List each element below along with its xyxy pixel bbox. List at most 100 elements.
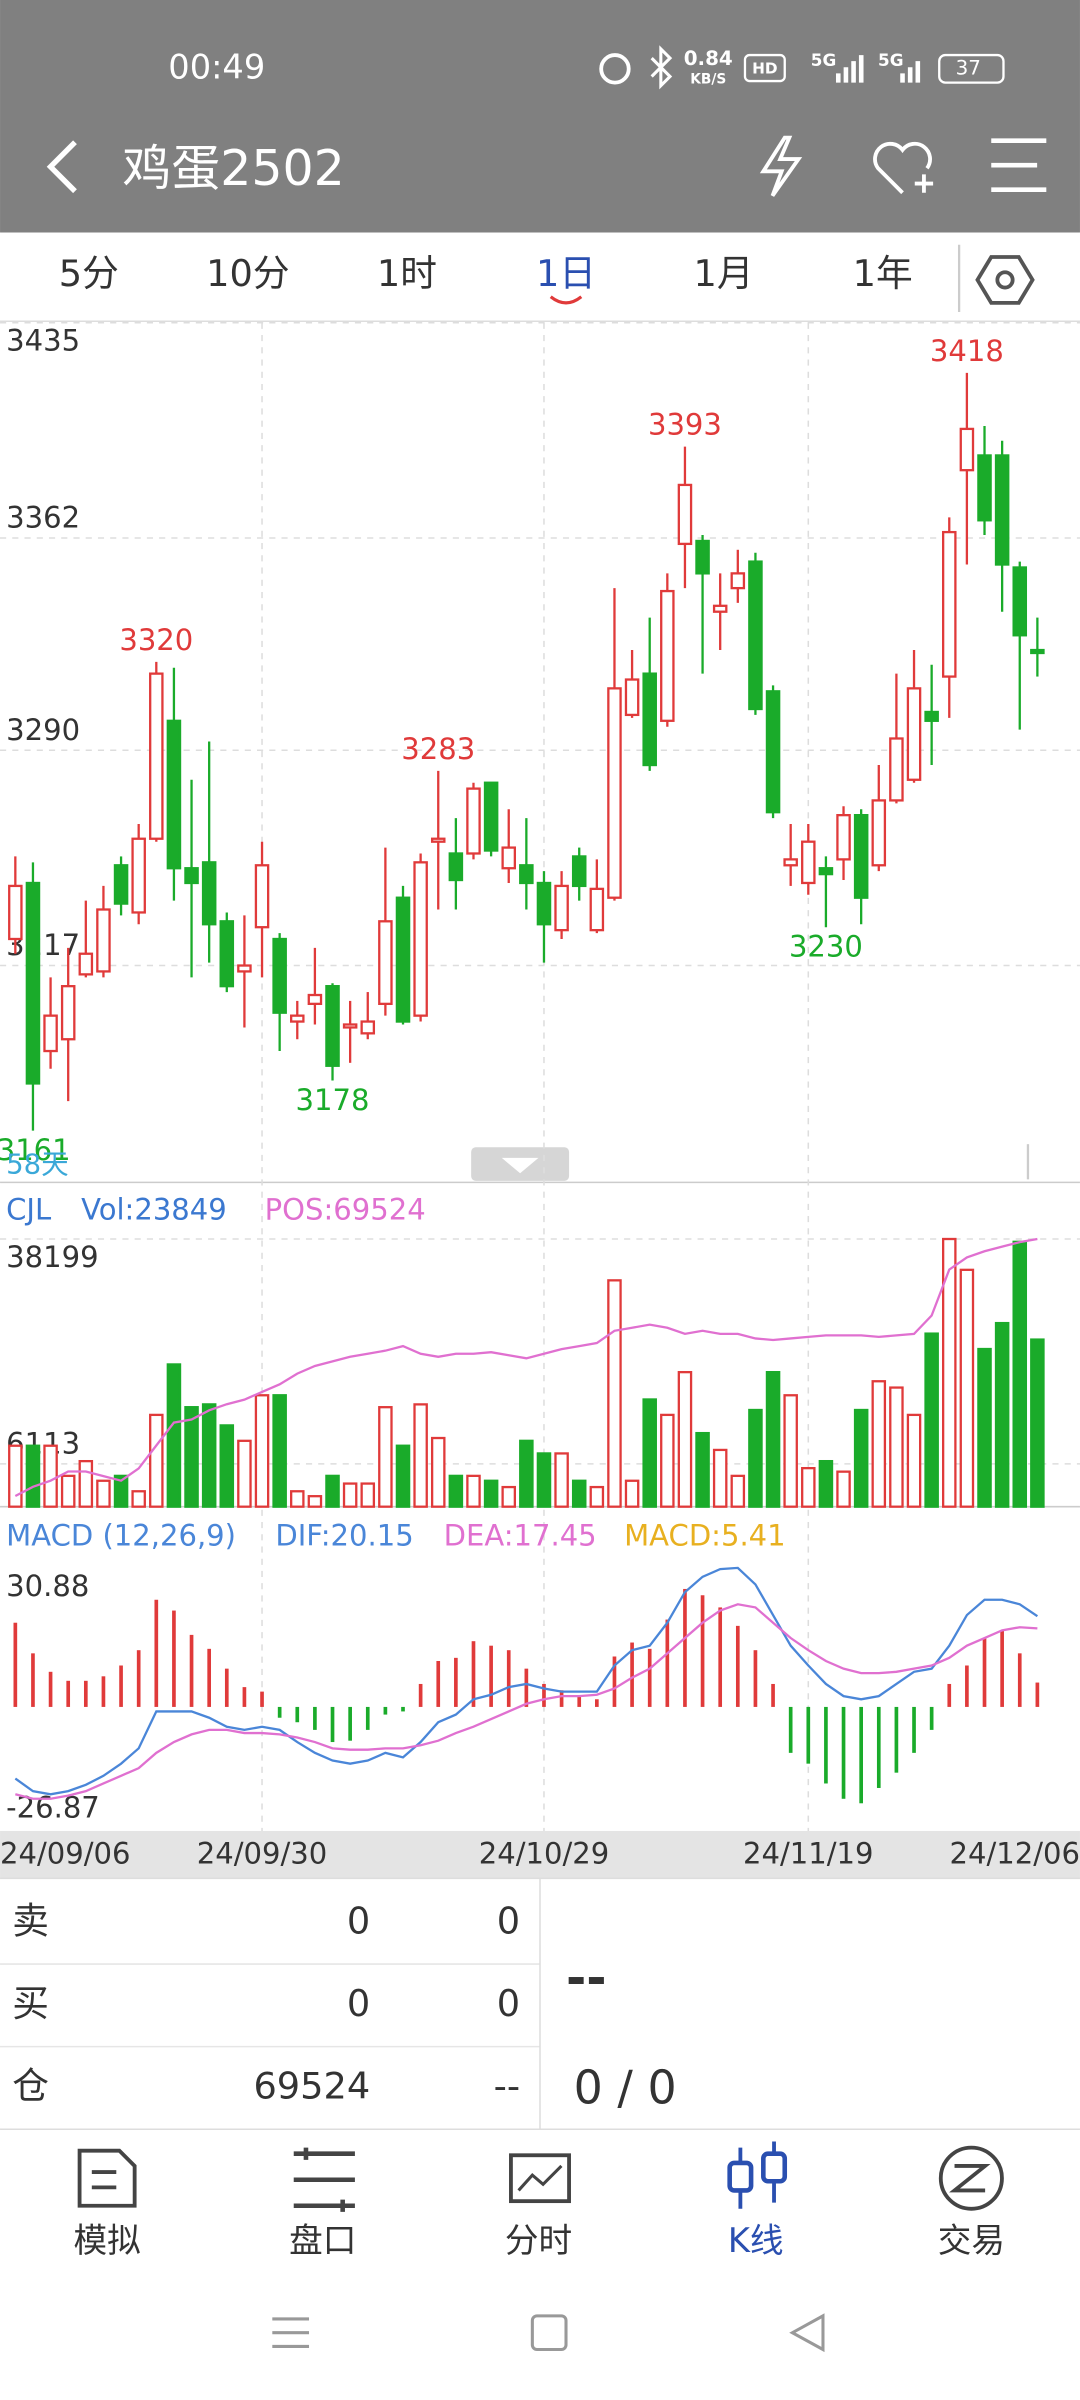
volume-bar xyxy=(307,1495,323,1508)
volume-bar xyxy=(571,1479,587,1508)
macd-bar xyxy=(348,1706,352,1741)
candle-body xyxy=(96,908,111,973)
volume-bar xyxy=(519,1439,534,1508)
volume-bar xyxy=(871,1380,887,1508)
macd-bar xyxy=(612,1656,617,1707)
volume-bar xyxy=(448,1474,464,1508)
cell: 69524 xyxy=(253,2064,370,2107)
period-tab-active[interactable]: 1日 xyxy=(536,252,596,295)
candle-body xyxy=(536,881,552,926)
macd-line xyxy=(15,1603,1038,1800)
candle-body xyxy=(78,952,94,976)
volume-bar xyxy=(889,1386,904,1508)
bottom-nav: 模拟 盘口 分时 K线 交易 xyxy=(73,2141,1005,2260)
extreme-label: 3230 xyxy=(789,930,863,964)
macd-bar xyxy=(48,1671,53,1707)
volume-bar xyxy=(660,1413,675,1508)
volume-bar xyxy=(483,1479,499,1508)
candle-body xyxy=(131,837,146,914)
y-tick-label: 30.88 xyxy=(6,1569,89,1603)
macd-bar xyxy=(577,1696,582,1707)
volume-bar xyxy=(237,1439,252,1508)
system-back-button[interactable] xyxy=(789,2313,825,2353)
volume-bar xyxy=(748,1408,763,1508)
macd-bar xyxy=(189,1634,194,1707)
macd-bar xyxy=(771,1683,775,1707)
nav-item[interactable]: 模拟 xyxy=(73,2221,140,2260)
candle-body xyxy=(1012,566,1028,637)
period-tab[interactable]: 1月 xyxy=(694,252,754,295)
y-tick-label: 3290 xyxy=(6,713,80,747)
volume-bar xyxy=(272,1394,287,1508)
macd-bar xyxy=(683,1588,687,1707)
macd-line xyxy=(14,1566,1039,1796)
macd-bar xyxy=(13,1622,18,1707)
y-tick-label: 38199 xyxy=(6,1240,98,1274)
volume-bar xyxy=(906,1413,922,1508)
flash-button[interactable] xyxy=(759,135,803,197)
macd-bar xyxy=(700,1595,705,1707)
candle-body xyxy=(571,855,587,888)
macd-bar xyxy=(172,1610,176,1707)
nav-item[interactable]: 交易 xyxy=(938,2221,1005,2260)
candle-body xyxy=(924,710,939,722)
macd-bar xyxy=(119,1665,123,1707)
pos-line xyxy=(14,1237,1038,1498)
x-tick-label: 24/12/06 xyxy=(949,1836,1079,1870)
period-tab[interactable]: 5分 xyxy=(59,252,119,295)
nav-icon xyxy=(509,2153,571,2204)
candle-body xyxy=(801,840,816,885)
net-unit: KB/S xyxy=(690,72,726,88)
y-tick-label: 3362 xyxy=(6,501,80,535)
volume-bar xyxy=(78,1459,94,1508)
favorite-button[interactable] xyxy=(873,141,934,195)
candle-body xyxy=(448,852,464,882)
quote-table: 卖 0 0 买 0 0 仓 69524 -- -- 0 / 0 xyxy=(0,1877,1080,2131)
volume-bar xyxy=(765,1370,781,1508)
macd-bar xyxy=(101,1676,106,1707)
period-tab[interactable]: 1时 xyxy=(377,252,437,295)
cell: -- xyxy=(494,2064,521,2107)
nav-item-active[interactable]: K线 xyxy=(728,2221,784,2260)
extreme-label: 3418 xyxy=(930,334,1004,368)
candle-body xyxy=(378,920,393,1006)
candle-body xyxy=(219,920,235,988)
row-label: 仓 xyxy=(12,2064,49,2107)
x-tick-label: 24/09/06 xyxy=(0,1836,130,1870)
candle-body xyxy=(730,572,746,590)
macd-bar xyxy=(1017,1653,1022,1707)
nav-item[interactable]: 分时 xyxy=(505,2221,572,2260)
volume-bar xyxy=(924,1332,939,1508)
candle-body xyxy=(959,427,975,472)
hd-label: HD xyxy=(752,59,777,77)
page-title: 鸡蛋2502 xyxy=(122,140,344,197)
settings-button[interactable] xyxy=(975,255,1035,305)
candle-body xyxy=(254,864,270,929)
macd-bar xyxy=(559,1690,564,1707)
nav-icon xyxy=(761,2151,788,2184)
macd-bar xyxy=(965,1665,969,1707)
back-button[interactable] xyxy=(46,140,77,194)
macd-bar xyxy=(506,1650,511,1707)
last-price: -- xyxy=(566,1949,607,2006)
candle-body xyxy=(853,814,869,899)
nav-item[interactable]: 盘口 xyxy=(289,2221,356,2260)
macd-bar xyxy=(876,1706,881,1788)
candle-body xyxy=(642,672,657,767)
candle-body xyxy=(466,787,481,855)
menu-button[interactable] xyxy=(991,138,1047,192)
period-tab[interactable]: 10分 xyxy=(206,252,289,295)
macd-bar xyxy=(524,1668,529,1707)
period-tab[interactable]: 1年 xyxy=(853,252,913,295)
system-menu-button[interactable] xyxy=(272,2317,310,2348)
volume-bar xyxy=(977,1347,992,1508)
macd-bar xyxy=(489,1645,493,1707)
candle-body xyxy=(1030,648,1045,655)
cell: 0 xyxy=(497,1899,520,1942)
volume-bar xyxy=(254,1394,270,1508)
volume-bar xyxy=(536,1452,552,1508)
alarm-icon xyxy=(599,53,631,85)
volume-bar xyxy=(959,1268,975,1508)
system-home-button[interactable] xyxy=(530,2314,568,2352)
